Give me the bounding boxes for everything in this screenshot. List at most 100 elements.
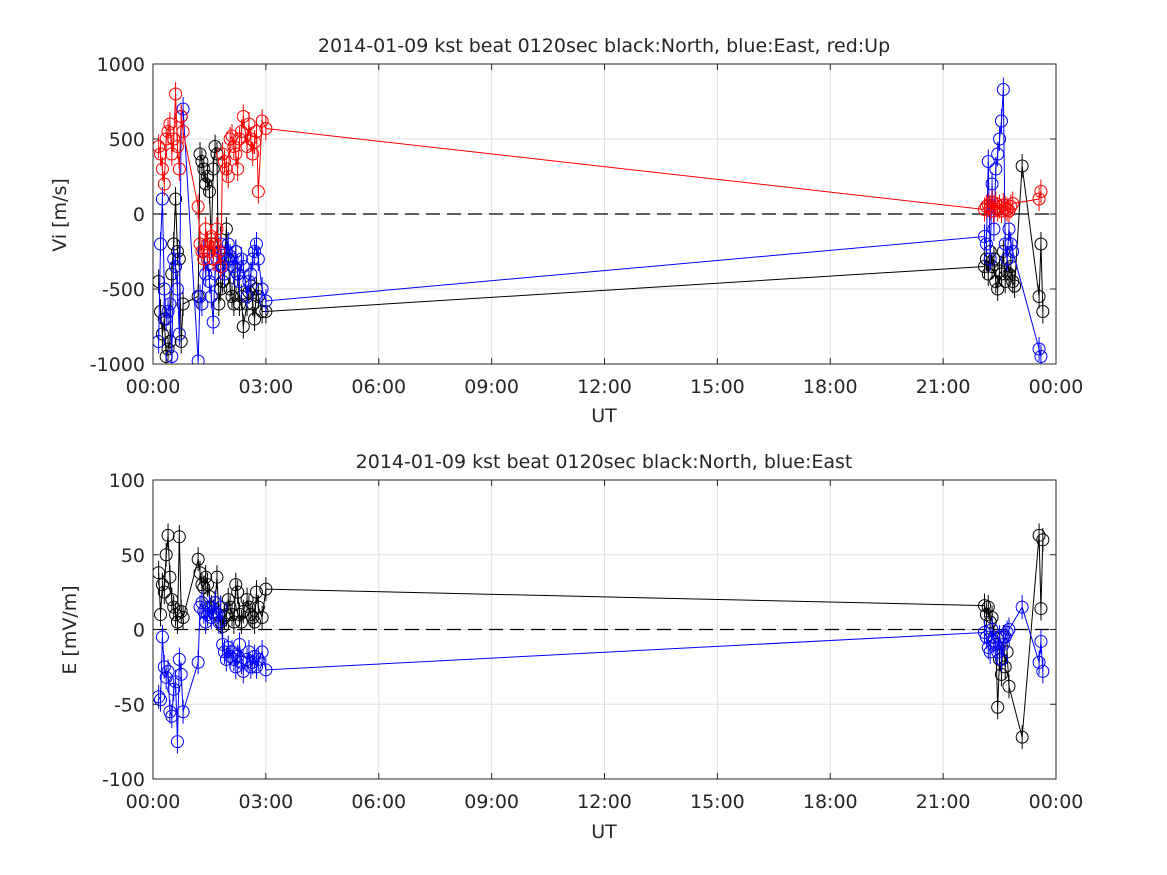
electric-field-east-data-point xyxy=(155,630,169,644)
velocity-east-data-point xyxy=(217,267,231,281)
electric-field-plot-area xyxy=(153,523,1050,754)
velocity-y-tick-label: 1000 xyxy=(97,54,145,76)
velocity-up-data-point xyxy=(221,170,235,183)
electric-field-north-data-point xyxy=(1015,730,1029,744)
electric-field-east-data-point xyxy=(167,682,181,696)
electric-field-x-tick-label: 00:00 xyxy=(1029,791,1084,813)
velocity-up-data-point xyxy=(219,162,233,176)
velocity-east-data-point xyxy=(240,290,254,303)
velocity-north-data-point xyxy=(206,162,220,176)
velocity-north-data-point xyxy=(994,267,1008,281)
electric-field-north-data-point xyxy=(1002,679,1016,693)
velocity-east-data-point xyxy=(255,282,269,296)
electric-field-north-data-point xyxy=(1036,533,1050,547)
velocity-east-data-point xyxy=(154,237,168,251)
electric-field-north-data-point xyxy=(174,605,188,619)
electric-field-north-data-point xyxy=(249,585,263,599)
electric-field-x-tick-label: 18:00 xyxy=(803,791,858,813)
electric-field-east-data-point xyxy=(1002,623,1016,636)
velocity-east-data-point xyxy=(165,350,179,363)
velocity-east-data-point xyxy=(993,132,1007,146)
velocity-up-data-point xyxy=(172,162,186,176)
velocity-north-data-point xyxy=(197,162,211,176)
electric-field-north-data-point xyxy=(154,608,168,622)
electric-field-east-data-point xyxy=(191,655,205,669)
electric-field-east-data-point xyxy=(227,652,241,666)
electric-field-x-tick-label: 12:00 xyxy=(577,791,632,813)
velocity-up-data-point xyxy=(259,122,273,135)
velocity-north-data-point xyxy=(225,290,239,303)
electric-field-east-data-point xyxy=(172,652,186,666)
velocity-up-data-point xyxy=(229,147,243,161)
electric-field-north-data-point xyxy=(1034,602,1048,616)
electric-field-east-data-point xyxy=(154,693,168,707)
velocity-x-tick-label: 09:00 xyxy=(464,376,519,398)
electric-field-x-axis-label: UT xyxy=(591,821,617,843)
velocity-east-data-point xyxy=(248,245,262,258)
electric-field-north-data-point xyxy=(223,600,237,614)
velocity-north-data-point xyxy=(233,297,247,311)
velocity-panel: 2014-01-09 kst beat 0120sec black:North,… xyxy=(49,35,1083,427)
electric-field-north-data-point xyxy=(172,530,186,544)
velocity-up-data-point xyxy=(159,132,173,146)
velocity-east-data-point xyxy=(978,230,992,243)
electric-field-north-data-point xyxy=(991,700,1005,714)
velocity-north-data-point xyxy=(991,282,1005,296)
velocity-up-data-point xyxy=(217,155,231,168)
velocity-x-tick-label: 21:00 xyxy=(916,376,971,398)
velocity-up-data-point xyxy=(1032,192,1046,206)
electric-field-north-data-point xyxy=(199,570,213,584)
velocity-up-data-point xyxy=(157,177,171,191)
velocity-east-data-point xyxy=(981,155,995,168)
velocity-north-data-point xyxy=(236,320,250,333)
velocity-east-data-point xyxy=(244,267,258,281)
electric-field-east-data-point xyxy=(1015,600,1029,614)
velocity-north-data-point xyxy=(155,327,169,341)
velocity-up-data-point xyxy=(191,200,205,213)
velocity-up-data-point xyxy=(201,237,215,251)
velocity-up-data-point xyxy=(1034,185,1048,198)
electric-field-north-data-point xyxy=(255,611,269,625)
velocity-x-axis-label: UT xyxy=(591,405,617,427)
electric-field-x-tick-label: 09:00 xyxy=(464,791,519,813)
velocity-east-data-point xyxy=(199,267,213,281)
velocity-north-data-point xyxy=(248,312,262,326)
velocity-east-data-point xyxy=(153,335,166,348)
velocity-east-series-line xyxy=(158,89,1042,362)
velocity-north-data-point xyxy=(163,335,177,348)
velocity-east-data-point xyxy=(167,252,181,266)
velocity-east-data-point xyxy=(983,252,997,266)
velocity-north-data-point xyxy=(1015,159,1029,173)
velocity-north-data-point xyxy=(223,282,237,296)
electric-field-panel: 2014-01-09 kst beat 0120sec black:North,… xyxy=(59,451,1083,843)
velocity-x-tick-label: 06:00 xyxy=(351,376,406,398)
electric-field-east-data-point xyxy=(165,709,179,723)
velocity-east-data-point xyxy=(249,237,263,251)
velocity-north-data-point xyxy=(161,342,175,356)
velocity-east-data-point xyxy=(163,297,177,311)
velocity-east-data-point xyxy=(242,275,256,288)
electric-field-east-data-point xyxy=(248,649,262,663)
velocity-up-data-point xyxy=(1006,197,1020,210)
velocity-north-data-point xyxy=(212,297,226,311)
electric-field-north-data-point xyxy=(240,593,254,607)
electric-field-x-tick-label: 06:00 xyxy=(351,791,406,813)
velocity-up-data-point xyxy=(193,237,207,251)
velocity-north-data-point xyxy=(1036,305,1050,318)
velocity-up-data-point xyxy=(212,245,226,258)
electric-field-east-data-point xyxy=(176,705,190,719)
electric-field-east-data-point xyxy=(174,667,188,681)
velocity-x-tick-label: 03:00 xyxy=(238,376,293,398)
velocity-up-data-point xyxy=(210,222,224,236)
electric-field-y-axis-label: E [mV/m] xyxy=(59,585,81,674)
velocity-east-data-point xyxy=(227,260,241,273)
velocity-y-tick-label: 500 xyxy=(109,129,145,151)
velocity-east-data-point xyxy=(259,294,273,308)
velocity-east-data-point xyxy=(994,114,1008,128)
velocity-up-data-point xyxy=(1004,200,1018,213)
electric-field-north-data-point xyxy=(157,585,171,599)
velocity-y-tick-label: -500 xyxy=(102,279,145,301)
electric-field-north-data-point xyxy=(248,615,262,629)
velocity-x-tick-label: 18:00 xyxy=(803,376,858,398)
